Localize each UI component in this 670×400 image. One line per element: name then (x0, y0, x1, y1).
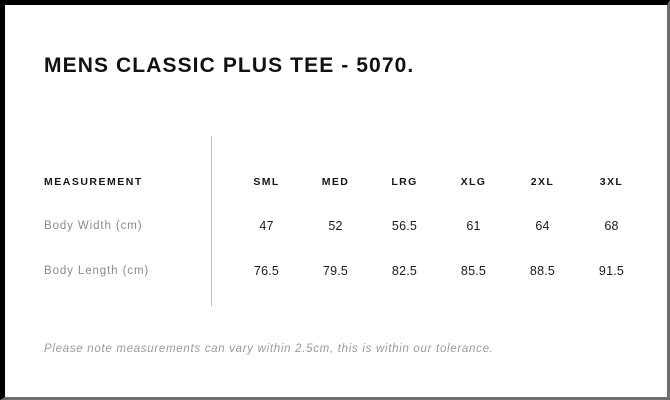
cell-body-width-sml: 47 (259, 219, 274, 233)
cell-body-length-3xl: 91.5 (598, 264, 625, 278)
size-header-xlg: XLG (460, 176, 487, 188)
size-header-sml: SML (253, 176, 280, 188)
cell-body-length-sml: 76.5 (253, 264, 280, 278)
measurement-column-header: MEASUREMENT (44, 176, 143, 188)
cell-body-width-2xl: 64 (535, 219, 550, 233)
page-title: MENS CLASSIC PLUS TEE - 5070. (44, 54, 415, 77)
size-header-cells: SML MED LRG XLG 2XL 3XL (232, 171, 652, 193)
cell-body-length-med: 79.5 (322, 264, 349, 278)
cell-body-width-3xl: 68 (604, 219, 619, 233)
row-label-body-width: Body Width (cm) (44, 220, 143, 232)
cell-body-length-lrg: 82.5 (391, 264, 418, 278)
size-header-2xl: 2XL (530, 176, 555, 188)
size-header-med: MED (321, 176, 350, 188)
size-header-3xl: 3XL (599, 176, 624, 188)
table-header-row: MEASUREMENT SML MED LRG XLG 2XL 3XL (5, 171, 667, 193)
row-values-body-length: 76.5 79.5 82.5 85.5 88.5 91.5 (232, 260, 652, 282)
table-row: Body Width (cm) 47 52 56.5 61 64 68 (5, 215, 667, 237)
cell-body-length-2xl: 88.5 (529, 264, 556, 278)
row-values-body-width: 47 52 56.5 61 64 68 (232, 215, 652, 237)
cell-body-length-xlg: 85.5 (460, 264, 487, 278)
cell-body-width-med: 52 (328, 219, 343, 233)
tolerance-footnote: Please note measurements can vary within… (44, 343, 494, 355)
cell-body-width-xlg: 61 (466, 219, 481, 233)
row-label-body-length: Body Length (cm) (44, 265, 150, 277)
table-row: Body Length (cm) 76.5 79.5 82.5 85.5 88.… (5, 260, 667, 282)
cell-body-width-lrg: 56.5 (391, 219, 418, 233)
column-divider (211, 136, 212, 306)
size-header-lrg: LRG (391, 176, 418, 188)
